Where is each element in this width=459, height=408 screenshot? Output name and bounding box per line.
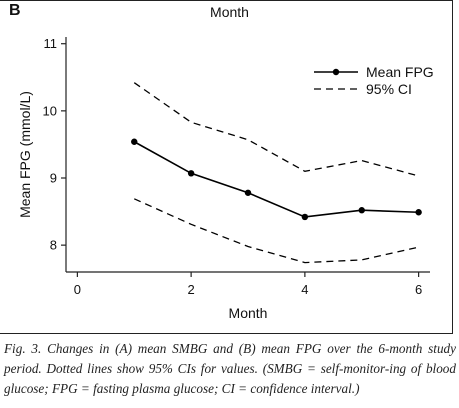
top-axis-title: Month <box>210 4 249 20</box>
y-axis-label: Mean FPG (mmol/L) <box>17 91 33 218</box>
fpg-line-chart: 8 9 10 11 0 2 4 6 Month Mean FPG (mmol/L) Mean FPG… <box>17 36 434 321</box>
legend-label: Mean FPG <box>366 64 434 80</box>
series-line-95-ci <box>133 82 419 177</box>
x-tick-label: 0 <box>74 282 81 297</box>
legend-marker <box>332 68 340 76</box>
figure-caption: Fig. 3. Changes in (A) mean SMBG and (B)… <box>4 341 459 396</box>
data-point <box>244 189 252 196</box>
data-point <box>415 209 422 216</box>
y-tick-label: 11 <box>44 36 58 51</box>
x-tick-label: 2 <box>188 282 195 297</box>
figure-frame <box>0 0 453 334</box>
panel-letter: B <box>9 2 21 19</box>
data-point <box>358 207 365 214</box>
y-tick-label: 8 <box>50 238 57 253</box>
series-line-mean-fpg <box>133 141 419 218</box>
series-line-ci-lower <box>133 198 419 264</box>
data-point <box>301 213 309 221</box>
legend-label: 95% CI <box>366 81 412 97</box>
data-point <box>187 170 195 177</box>
y-tick-label: 10 <box>43 103 57 118</box>
data-point <box>131 138 138 145</box>
y-tick-label: 9 <box>50 171 57 186</box>
x-axis-label: Month <box>229 305 268 321</box>
x-tick-label: 6 <box>415 282 422 297</box>
x-tick-label: 4 <box>301 282 308 297</box>
